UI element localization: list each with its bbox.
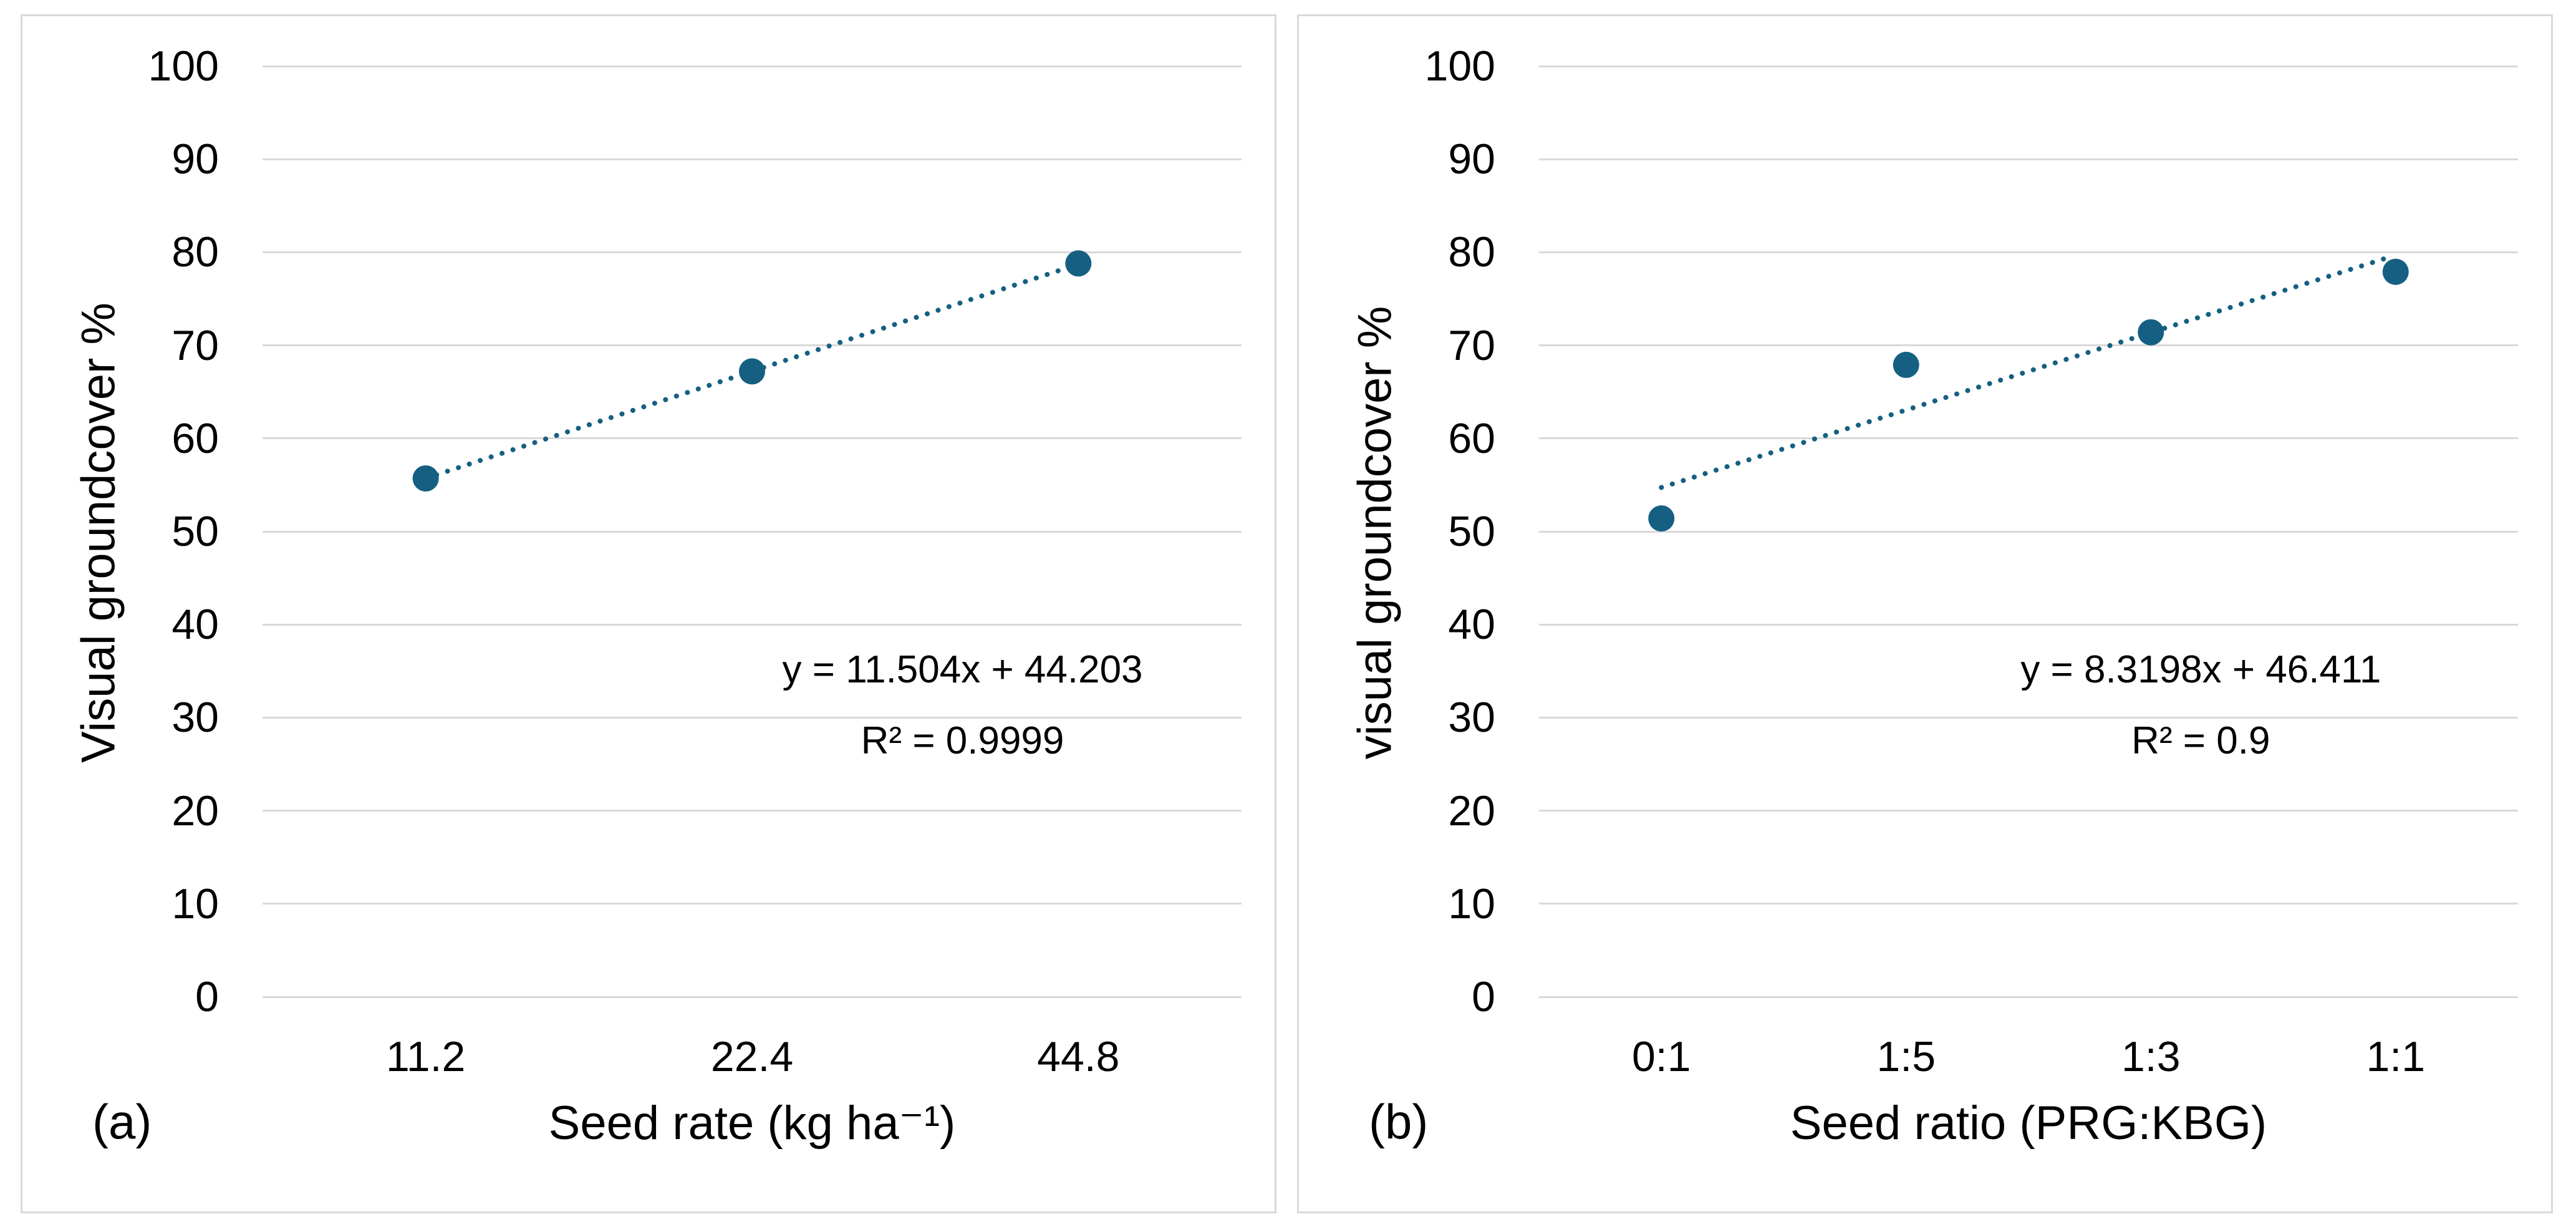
data-point: [2138, 319, 2164, 346]
panel-a: Visual groundcover % 0 10 20 30 40 50 60 70 80 90…: [21, 14, 1276, 1213]
trendline-r-squared-a: R² = 0.9999: [861, 719, 1064, 763]
plot-area-b: [1648, 255, 2409, 532]
panel-b: visual groundcover % 0 10 20 30 40 50 60 70 80 90…: [1297, 14, 2553, 1213]
panel-label-a: (a): [92, 1094, 152, 1149]
trendline: [1659, 255, 2391, 490]
trendline-equation-a: y = 11.504x + 44.203: [782, 648, 1143, 692]
trendline-equation-b: y = 8.3198x + 46.411: [2020, 648, 2381, 692]
figure-two-panel-chart: Visual groundcover % 0 10 20 30 40 50 60 70 80 90…: [21, 14, 2553, 1213]
data-point: [2382, 258, 2409, 285]
data-point: [412, 465, 439, 492]
trendline-annotation-a: y = 11.504x + 44.203 R² = 0.9999: [783, 634, 1143, 777]
x-axis-title-a: Seed rate (kg ha⁻¹): [548, 1097, 956, 1150]
trendline-annotation-b: y = 8.3198x + 46.411 R² = 0.9: [2020, 634, 2381, 777]
x-axis-title-b: Seed ratio (PRG:KBG): [1790, 1097, 2267, 1150]
data-point: [1648, 505, 1675, 532]
panel-label-b: (b): [1369, 1094, 1429, 1149]
data-point: [1065, 250, 1092, 277]
trendline-r-squared-b: R² = 0.9: [2131, 719, 2270, 763]
data-point: [1893, 351, 1919, 378]
trendline: [423, 259, 1088, 481]
data-point: [739, 358, 765, 385]
plot-area-a: [412, 250, 1092, 492]
